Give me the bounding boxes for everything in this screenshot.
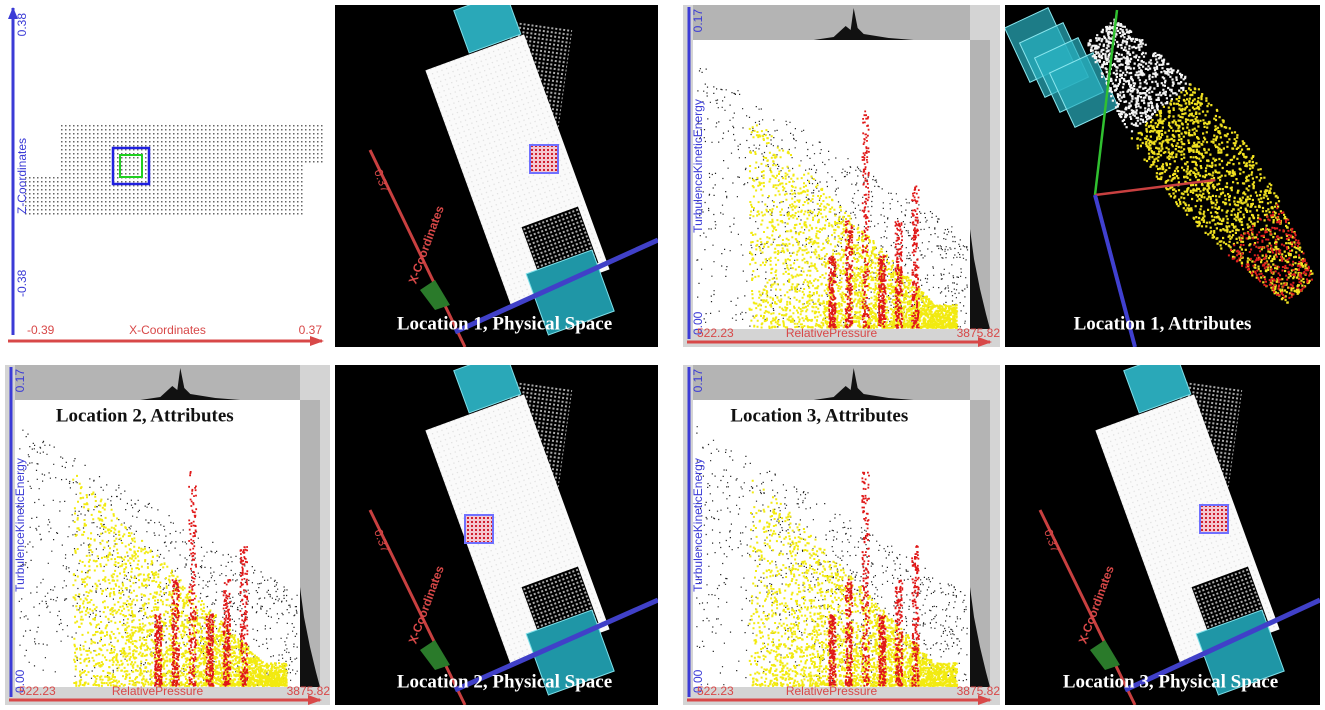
z-max-label: 0.38: [15, 13, 29, 37]
view-panel: Location 1, Attributes: [1005, 5, 1320, 347]
x-min-label: 522.23: [697, 684, 734, 698]
caption: Location 3, Physical Space: [1063, 671, 1278, 692]
y-axis-label: TurbulenceKineticEnergy: [13, 458, 27, 592]
top-histogram-bg: [693, 5, 970, 40]
x-axis-label: RelativePressure: [786, 326, 878, 340]
y-axis-label: TurbulenceKineticEnergy: [691, 458, 705, 592]
page: 0.38 Z-Coordinates -0.38 -0.39 X-Coordinates…: [0, 0, 1325, 710]
selected-region: [1200, 505, 1228, 533]
x-axis-label: RelativePressure: [786, 684, 878, 698]
figure: 0.38 Z-Coordinates -0.38 -0.39 X-Coordinates…: [0, 0, 1325, 710]
x-min-label: -0.39: [27, 323, 55, 337]
top-histogram-bg: [15, 365, 300, 400]
y-max-label: 0.17: [13, 369, 27, 393]
grid-points: [25, 125, 325, 215]
caption: Location 1, Attributes: [1074, 313, 1252, 334]
x-axis-label: RelativePressure: [112, 684, 204, 698]
x-min-label: 522.23: [697, 326, 734, 340]
selected-region: [465, 515, 493, 543]
y-max-label: 0.17: [691, 369, 705, 393]
selected-region: [530, 145, 558, 173]
view-panel: 0.38 Z-Coordinates -0.38 -0.39 X-Coordinates…: [5, 5, 330, 347]
caption: Location 1, Physical Space: [397, 313, 612, 334]
y-axis-label: TurbulenceKineticEnergy: [691, 99, 705, 233]
z-axis-label: Z-Coordinates: [15, 138, 29, 214]
x-max-label: 0.37: [299, 323, 323, 337]
top-histogram-bg: [693, 365, 970, 400]
x-max-label: 3875.82: [287, 684, 331, 698]
caption: Location 2, Attributes: [56, 405, 234, 426]
x-axis-label: X-Coordinates: [129, 323, 206, 337]
caption: Location 3, Attributes: [730, 405, 908, 426]
x-max-label: 3875.82: [957, 326, 1001, 340]
y-max-label: 0.17: [691, 9, 705, 33]
x-min-label: 522.23: [19, 684, 56, 698]
caption: Location 2, Physical Space: [397, 671, 612, 692]
x-max-label: 3875.82: [957, 684, 1001, 698]
z-min-label: -0.38: [15, 269, 29, 297]
